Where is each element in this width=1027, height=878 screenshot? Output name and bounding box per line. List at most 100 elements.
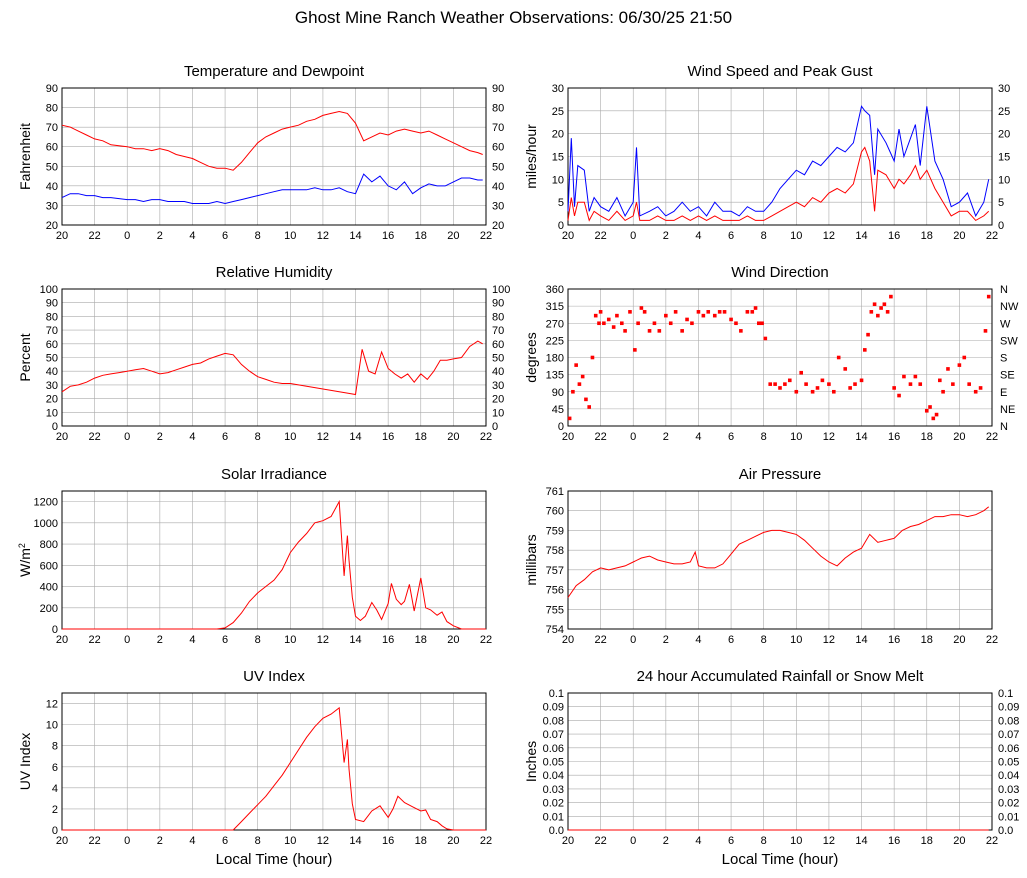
plot-area: [62, 491, 486, 629]
y-tick-label-right: 10: [998, 174, 1010, 186]
x-tick-label: 8: [255, 431, 261, 443]
x-tick-label: 18: [921, 634, 933, 646]
data-point: [602, 321, 606, 326]
y-tick-label-right: 0.05: [998, 757, 1019, 769]
data-point: [902, 374, 906, 379]
compass-label: N: [1000, 421, 1008, 433]
x-tick-label: 4: [695, 634, 701, 646]
y-tick-label-right: 0.08: [998, 715, 1019, 727]
x-tick-label: 22: [594, 431, 606, 443]
x-tick-label: 16: [382, 230, 394, 242]
x-tick-label: 10: [284, 835, 296, 847]
data-point: [946, 367, 950, 371]
y-tick-label: 400: [40, 582, 58, 594]
y-tick-label: 100: [40, 284, 58, 296]
x-tick-label: 22: [594, 634, 606, 646]
y-tick-label-right: 0.06: [998, 743, 1019, 755]
x-tick-label: 20: [447, 835, 459, 847]
x-tick-label: 20: [953, 431, 965, 443]
data-point: [664, 313, 668, 318]
x-tick-label: 20: [562, 634, 574, 646]
data-point: [760, 321, 764, 326]
data-point: [897, 393, 901, 398]
plot-area: [568, 491, 992, 629]
y-tick-label-right: 0.02: [998, 798, 1019, 810]
plot-frame: [567, 490, 993, 630]
x-tick-label: 4: [189, 634, 195, 646]
y-axis-label: UV Index: [17, 733, 33, 791]
y-tick-label: 10: [552, 174, 564, 186]
x-tick-label: 22: [88, 431, 100, 443]
plot-frame: [567, 288, 993, 427]
y-tick-label: 0.04: [543, 770, 564, 782]
y-tick-label-right: 60: [492, 339, 504, 351]
compass-label: N: [1000, 284, 1008, 296]
x-tick-label: 4: [189, 431, 195, 443]
y-tick-label-right: 80: [492, 311, 504, 323]
y-tick-label: 0: [558, 220, 564, 232]
y-tick-label-right: 0.01: [998, 811, 1019, 823]
y-axis-label: degrees: [523, 332, 539, 383]
chart-title: Air Pressure: [739, 466, 822, 483]
x-tick-label: 8: [761, 431, 767, 443]
x-tick-label: 22: [986, 431, 998, 443]
data-point: [590, 355, 595, 360]
data-point: [967, 382, 971, 386]
y-tick-label: 600: [40, 560, 58, 572]
x-tick-label: 22: [986, 835, 998, 847]
y-tick-label: 360: [546, 284, 564, 296]
chart-title: UV Index: [243, 668, 305, 685]
data-point: [636, 321, 640, 326]
x-tick-label: 6: [728, 230, 734, 242]
x-tick-label: 20: [56, 431, 68, 443]
y-tick-label: 758: [546, 545, 564, 557]
y-tick-label: 8: [52, 741, 58, 753]
y-tick-label-right: 20: [998, 129, 1010, 141]
x-tick-label: 12: [823, 634, 835, 646]
data-point: [876, 313, 880, 318]
x-tick-label: 12: [823, 230, 835, 242]
compass-label: NE: [1000, 404, 1015, 416]
data-point: [973, 389, 978, 394]
y-tick-label: 0.09: [543, 702, 564, 714]
y-tick-label: 0.1: [549, 688, 564, 700]
data-point: [571, 389, 575, 394]
y-tick-label: 10: [46, 720, 58, 732]
y-tick-label-right: 90: [492, 83, 504, 95]
series-line-2: [567, 146, 990, 222]
x-tick-label: 0: [630, 230, 636, 242]
data-point: [908, 382, 913, 386]
data-point: [690, 321, 694, 326]
data-point: [872, 302, 877, 307]
y-tick-label: 760: [546, 506, 564, 518]
data-point: [706, 310, 711, 314]
data-point: [889, 294, 893, 299]
data-point: [717, 310, 722, 314]
x-tick-label: 0: [124, 835, 130, 847]
series-line-1: [62, 499, 486, 630]
x-tick-label: 16: [382, 835, 394, 847]
y-tick-label: 20: [46, 394, 58, 406]
data-point: [832, 389, 836, 394]
y-tick-label: 30: [46, 380, 58, 392]
y-tick-label-right: 15: [998, 152, 1010, 164]
data-point: [611, 325, 616, 329]
data-point: [810, 389, 815, 394]
chart-title: Solar Irradiance: [221, 466, 327, 483]
x-tick-label: 0: [124, 230, 130, 242]
data-point: [783, 382, 787, 386]
y-tick-label-right: 5: [998, 197, 1004, 209]
x-tick-label: 14: [855, 634, 867, 646]
y-tick-label: 0.0: [549, 825, 564, 837]
x-tick-label: 0: [630, 835, 636, 847]
data-point: [685, 317, 689, 322]
y-tick-label: 25: [552, 106, 564, 118]
y-tick-label-right: 40: [492, 181, 504, 193]
x-tick-label: 8: [761, 230, 767, 242]
y-tick-label-right: 0: [998, 220, 1004, 232]
y-tick-label: 761: [546, 486, 564, 498]
plot-frame: [61, 692, 487, 831]
x-tick-label: 10: [284, 634, 296, 646]
page-title: Ghost Mine Ranch Weather Observations: 0…: [294, 8, 733, 27]
data-point: [986, 294, 991, 299]
